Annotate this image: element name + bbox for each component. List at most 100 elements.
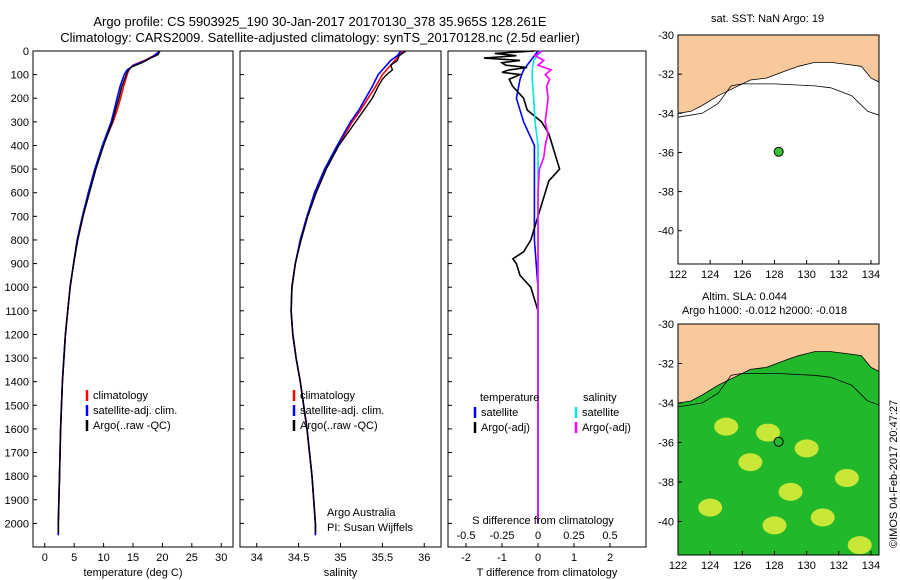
x2-tick-label: 0.25 (563, 530, 584, 542)
y-tick-label: 1100 (5, 306, 29, 318)
sla-patch (762, 516, 787, 535)
x-tick-label: 0 (42, 552, 48, 564)
x-tick-label: -2 (461, 552, 471, 564)
y-tick-label: 1800 (5, 471, 29, 483)
map-x-tick-label: 130 (797, 560, 815, 572)
map-frame-sla (677, 323, 880, 556)
y-tick-label: 1000 (5, 282, 29, 294)
map-x-tick-label: 132 (830, 560, 848, 572)
map-x-tick-label: 126 (733, 269, 751, 281)
map-y-tick-label: -36 (658, 437, 674, 449)
map-y-tick-label: -40 (658, 226, 674, 238)
map-x-tick-label: 126 (733, 560, 751, 572)
y-tick-label: 2000 (5, 518, 29, 530)
series-line-argo-adj- (483, 50, 561, 524)
y-tick-label: 1400 (5, 377, 29, 389)
map-y-tick-label: -32 (658, 358, 674, 370)
x-tick-label: 36 (418, 552, 430, 564)
x-tick-label: 5 (71, 552, 77, 564)
y-tick-label: 400 (11, 140, 29, 152)
annotation-line-2: PI: Susan Wijffels (327, 522, 413, 534)
map-y-tick-label: -38 (658, 477, 674, 489)
legend-label: satellite-adj. clim. (300, 405, 384, 417)
legend-label: climatology (93, 390, 149, 402)
x-tick-label: 35 (334, 552, 346, 564)
sla-patch (698, 498, 723, 517)
x-axis-label: T difference from climatology (477, 567, 618, 579)
x2-tick-label: 0.5 (602, 530, 617, 542)
map-x-tick-label: 130 (797, 269, 815, 281)
x-tick-label: 34.5 (288, 552, 309, 564)
x2-tick-label: -0.5 (457, 530, 476, 542)
argo-float-marker (773, 436, 784, 447)
y-tick-label: 300 (11, 117, 29, 129)
map-frame-sst (677, 34, 880, 265)
map-y-tick-label: -30 (658, 30, 674, 42)
bathymetry-contour (678, 83, 879, 118)
y-tick-label: 800 (11, 235, 29, 247)
map-x-tick-label: 122 (669, 560, 687, 572)
y-tick-label: 600 (11, 188, 29, 200)
credit-text: ©IMOS 04-Feb-2017 20:47:27 (888, 399, 900, 548)
land-coastline (678, 35, 879, 114)
sla-patch (794, 439, 819, 458)
map-y-tick-label: -38 (658, 187, 674, 199)
y-tick-label: 900 (11, 259, 29, 271)
map-x-tick-label: 132 (830, 269, 848, 281)
map-body-sst (678, 35, 879, 264)
sla-patch (847, 536, 872, 555)
map-x-tick-label: 124 (701, 269, 719, 281)
y-tick-label: 1600 (5, 424, 29, 436)
x-axis-label: salinity (324, 567, 358, 579)
series-line-argo-adj-salinity- (533, 50, 553, 524)
figure-title-line1: Argo profile: CS 5903925_190 30-Jan-2017… (93, 14, 547, 29)
map-y-tick-label: -32 (658, 69, 674, 81)
map-y-tick-label: -34 (658, 398, 674, 410)
y-tick-label: 100 (11, 70, 29, 82)
x2-axis-label: S difference from climatology (472, 515, 614, 527)
sla-patch (778, 482, 803, 501)
legend-label: satellite-adj. clim. (93, 405, 177, 417)
map-top-title: sat. SST: NaN Argo: 19 (711, 13, 825, 25)
y-tick-label: 1900 (5, 495, 29, 507)
sla-patch (834, 469, 859, 487)
y-tick-label: 1200 (5, 329, 29, 341)
argo-float-marker (773, 146, 784, 157)
map-x-tick-label: 128 (765, 560, 783, 572)
map-bottom-title-1: Altim. SLA: 0.044 (702, 291, 787, 303)
map-y-tick-label: -34 (658, 108, 674, 120)
sla-patch (714, 417, 739, 436)
x-tick-label: 34 (251, 552, 263, 564)
x-tick-label: 20 (156, 552, 168, 564)
map-x-tick-label: 128 (765, 269, 783, 281)
panel-frame-1 (239, 50, 442, 548)
y-tick-label: 500 (11, 164, 29, 176)
legend-title-temperature: temperature (480, 392, 539, 404)
y-tick-label: 1300 (5, 353, 29, 365)
legend-label: climatology (300, 390, 356, 402)
legend-label: Argo(-adj) (582, 422, 631, 434)
legend-label: satellite (582, 407, 619, 419)
y-tick-label: 1500 (5, 400, 29, 412)
x-axis-label: temperature (deg C) (83, 567, 182, 579)
map-y-tick-label: -40 (658, 516, 674, 528)
x-tick-label: 35.5 (372, 552, 393, 564)
y-tick-label: 0 (23, 46, 29, 58)
land-coastline (678, 324, 879, 404)
x-tick-label: 15 (127, 552, 139, 564)
map-x-tick-label: 134 (862, 269, 880, 281)
x-tick-label: 0 (535, 552, 541, 564)
map-body-sla (678, 324, 879, 555)
legend-label: Argo(..raw -QC) (93, 420, 171, 432)
panel-frame-0 (32, 50, 234, 548)
x-tick-label: 25 (186, 552, 198, 564)
y-tick-label: 200 (11, 93, 29, 105)
sla-patch (738, 453, 763, 472)
map-bottom-title-2: Argo h1000: -0.012 h2000: -0.018 (682, 305, 848, 317)
x2-tick-label: 0 (535, 530, 541, 542)
map-x-tick-label: 134 (862, 560, 880, 572)
y-tick-label: 700 (11, 211, 29, 223)
map-x-tick-label: 124 (701, 560, 719, 572)
legend-label: satellite (481, 407, 518, 419)
